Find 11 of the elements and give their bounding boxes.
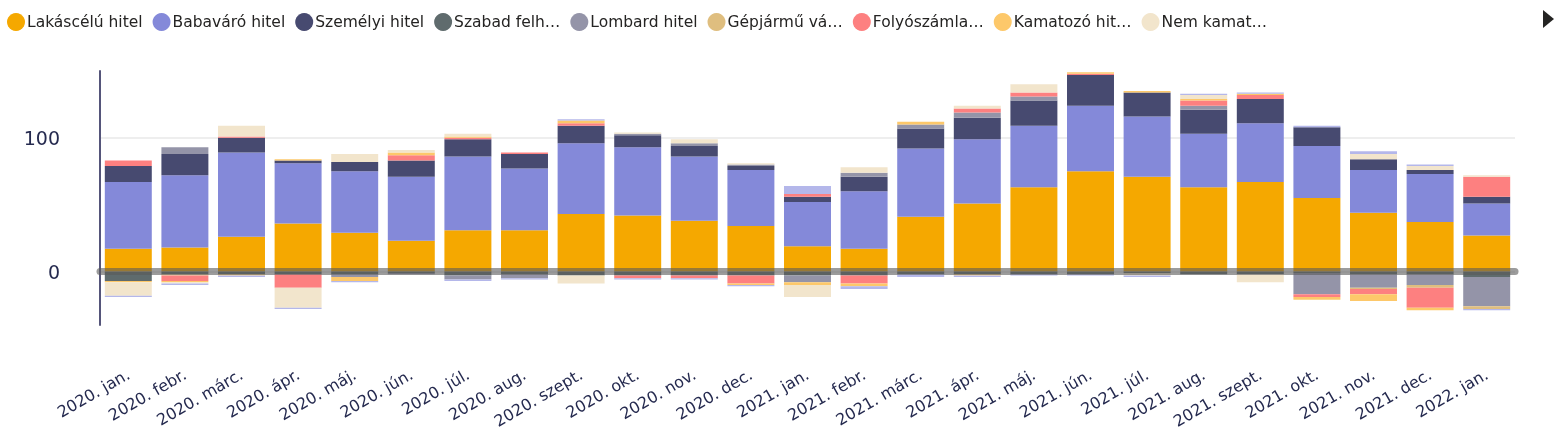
legend-label: Folyószámla… [872,13,984,31]
legend-label: Gépjármű vá… [727,13,843,31]
legend-label: Szabad felh… [454,13,561,31]
legend-label: Kamatozó hit… [1013,13,1132,31]
legend-label: Személyi hitel [315,13,425,31]
y-tick-label: 0 [47,260,60,283]
legend-label: Lombard hitel [590,13,698,31]
y-tick-label: 100 [23,126,60,149]
legend-label: Babaváró hitel [172,13,286,31]
legend-label: Nem kamat… [1161,13,1268,31]
legend-label: Lakáscélú hitel [27,13,143,31]
